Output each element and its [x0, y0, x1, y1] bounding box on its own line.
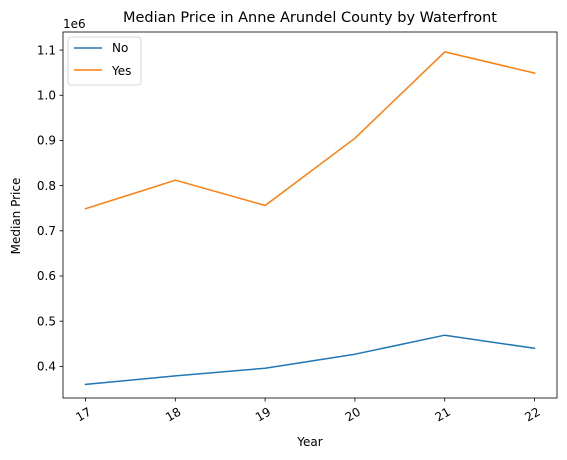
- x-axis-label: Year: [296, 435, 322, 449]
- y-axis-label: Median Price: [9, 178, 23, 255]
- x-tick-label: 17: [73, 405, 93, 425]
- y-tick-label: 0.8: [37, 179, 56, 193]
- y-tick-label: 1.1: [37, 43, 56, 57]
- x-tick-label: 21: [433, 405, 453, 425]
- x-tick-label: 19: [253, 405, 273, 425]
- plot-frame: [62, 31, 558, 399]
- series-layer: [84, 51, 536, 386]
- legend-label-no: No: [112, 41, 128, 55]
- y-tick-label: 0.5: [37, 314, 56, 328]
- legend-box: [67, 36, 142, 86]
- y-tick-label: 0.7: [37, 224, 56, 238]
- y-tick-label: 0.4: [37, 360, 56, 374]
- y-tick-label: 1.0: [37, 88, 56, 102]
- x-tick-label: 22: [522, 405, 542, 425]
- x-ticks: 17 18 19 20 21 22: [73, 398, 543, 425]
- y-offset-text: 1e6: [63, 17, 86, 31]
- x-tick-label: 18: [163, 405, 183, 425]
- legend: No Yes: [67, 36, 142, 86]
- y-ticks: 0.4 0.5 0.6 0.7 0.8 0.9 1.0 1.1: [37, 43, 63, 374]
- legend-label-yes: Yes: [111, 64, 131, 78]
- y-tick-label: 0.9: [37, 134, 56, 148]
- y-tick-label: 0.6: [37, 269, 56, 283]
- x-tick-label: 20: [343, 405, 363, 425]
- series-line-no: [84, 334, 536, 386]
- series-line-yes: [84, 51, 536, 210]
- chart-title: Median Price in Anne Arundel County by W…: [123, 10, 497, 26]
